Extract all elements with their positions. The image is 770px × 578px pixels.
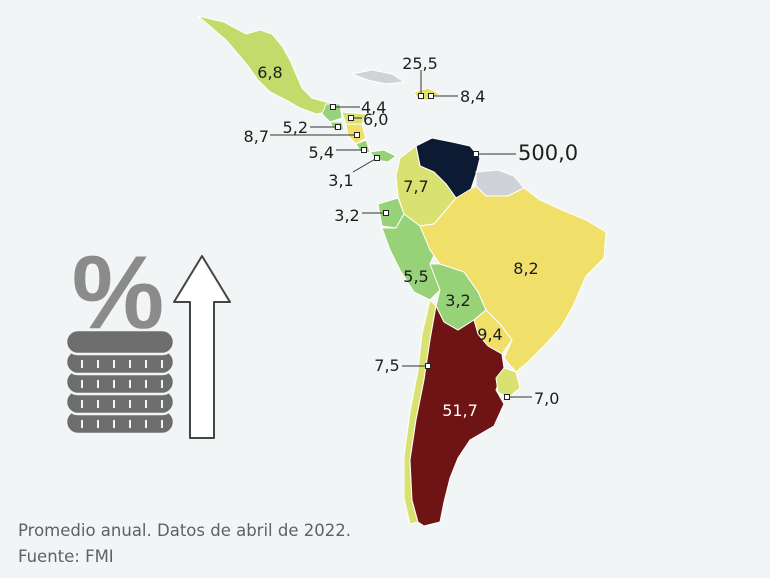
percent-coins-arrow-up-icon: % [64, 235, 231, 439]
leader-line-panama [352, 157, 378, 173]
region-guatemala [321, 103, 343, 123]
value-label-mexico: 6,8 [257, 63, 282, 82]
region-dominican-republic [413, 87, 442, 101]
leader-marker-guatemala [330, 104, 336, 110]
value-label-cuba: 25,5 [402, 54, 438, 73]
value-label-chile: 7,5 [374, 356, 399, 375]
leader-marker-costa-rica [361, 147, 367, 153]
value-label-dominican-republic: 8,4 [460, 87, 485, 106]
region-argentina [409, 304, 505, 527]
leader-marker-chile [425, 363, 431, 369]
leader-marker-cuba [418, 93, 424, 99]
value-label-costa-rica: 5,4 [309, 143, 334, 162]
value-label-nicaragua: 8,7 [244, 127, 269, 146]
value-label-ecuador: 3,2 [334, 206, 359, 225]
value-label-panama: 3,1 [328, 171, 353, 190]
value-label-peru: 5,5 [403, 267, 428, 286]
label-leader-lines [270, 70, 532, 400]
value-label-guatemala: 4,4 [361, 98, 386, 117]
value-label-el-salvador: 5,2 [283, 118, 308, 137]
value-label-honduras: 6,0 [363, 110, 388, 129]
leader-marker-panama [374, 155, 380, 161]
region-uruguay [495, 367, 521, 399]
value-label-venezuela: 500,0 [518, 141, 578, 165]
value-label-bolivia: 3,2 [445, 291, 470, 310]
region-cuba [350, 69, 406, 85]
coin-stripes [81, 360, 163, 428]
value-label-argentina: 51,7 [442, 401, 478, 420]
leader-marker-el-salvador [335, 124, 341, 130]
footnote: Promedio anual. Datos de abril de 2022. [18, 521, 351, 540]
arrow-up-icon [173, 255, 231, 439]
leader-marker-uruguay [504, 394, 510, 400]
source: Fuente: FMI [18, 547, 114, 566]
region-brazil [419, 185, 607, 373]
leader-marker-honduras [348, 115, 354, 121]
leader-marker-nicaragua [354, 132, 360, 138]
leader-marker-dominican-republic [428, 93, 434, 99]
value-label-uruguay: 7,0 [534, 389, 559, 408]
leader-marker-ecuador [383, 210, 389, 216]
leader-marker-venezuela [473, 151, 479, 157]
country-shapes [197, 15, 607, 527]
region-value-labels: 6,8 4,46,0 5,2 8,7 5,4 3,1 25,5 8,4 500,0 7,7 3,2 5… [244, 54, 579, 420]
value-label-brazil: 8,2 [513, 259, 538, 278]
value-label-colombia: 7,7 [403, 177, 428, 196]
value-label-paraguay: 9,4 [477, 325, 502, 344]
chart-footer: Promedio anual. Datos de abril de 2022. … [18, 518, 351, 570]
